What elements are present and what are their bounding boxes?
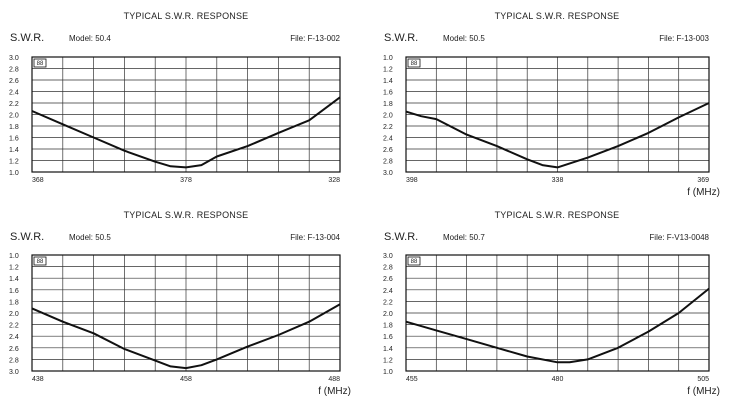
y-tick-label: 1.8	[9, 124, 19, 131]
plot-frame	[405, 254, 710, 372]
corner-tag: 88	[37, 61, 44, 67]
x-tick-label: 438	[32, 376, 44, 383]
y-tick-label: 2.0	[383, 113, 393, 120]
chart-title: TYPICAL S.W.R. RESPONSE	[495, 210, 620, 220]
y-tick-label: 2.4	[9, 90, 19, 97]
file-label: File: F-13-004	[290, 233, 340, 242]
corner-tag-box	[407, 256, 421, 266]
y-tick-label: 1.0	[383, 55, 393, 62]
y-tick-label: 1.2	[9, 159, 19, 166]
corner-tag: 88	[411, 61, 418, 67]
plot-frame	[31, 254, 341, 372]
y-tick-label: 2.4	[383, 136, 393, 143]
y-tick-label: 1.6	[383, 90, 393, 97]
file-label: File: F-V13-0048	[649, 233, 709, 242]
y-tick-label: 2.0	[383, 311, 393, 318]
model-label: Model: 50.5	[69, 233, 111, 242]
y-tick-label: 1.8	[383, 101, 393, 108]
y-tick-label: 3.0	[9, 55, 19, 62]
x-tick-label: 398	[406, 177, 418, 184]
y-tick-label: 2.2	[383, 299, 393, 306]
x-axis-label: f (MHz)	[687, 386, 720, 397]
swr-chart-panel-3: TYPICAL S.W.R. RESPONSE S.W.R. Model: 50.5…	[9, 210, 351, 397]
chart-title: TYPICAL S.W.R. RESPONSE	[495, 11, 620, 21]
y-tick-label: 2.6	[9, 346, 19, 353]
y-axis-label: S.W.R.	[384, 32, 418, 44]
corner-tag-box	[33, 256, 47, 266]
y-tick-label: 1.4	[9, 147, 19, 154]
y-tick-label: 3.0	[383, 170, 393, 177]
y-tick-label: 2.6	[383, 276, 393, 283]
y-tick-label: 2.2	[9, 101, 19, 108]
y-tick-label: 1.2	[383, 67, 393, 74]
y-tick-label: 2.6	[383, 147, 393, 154]
y-tick-label: 1.8	[383, 323, 393, 330]
y-tick-label: 1.8	[9, 299, 19, 306]
swr-curve	[405, 102, 710, 169]
x-tick-label: 328	[328, 177, 340, 184]
swr-curve	[405, 287, 710, 364]
x-tick-label: 338	[552, 177, 564, 184]
model-label: Model: 50.7	[443, 233, 485, 242]
y-tick-label: 2.8	[383, 265, 393, 272]
corner-tag-box	[33, 58, 47, 68]
corner-tag: 88	[411, 259, 418, 265]
corner-tag-box	[407, 58, 421, 68]
file-label: File: F-13-003	[659, 34, 709, 43]
y-axis-label: S.W.R.	[384, 231, 418, 243]
y-tick-label: 3.0	[9, 369, 19, 376]
y-tick-label: 1.4	[9, 276, 19, 283]
y-tick-label: 1.6	[383, 334, 393, 341]
file-label: File: F-13-002	[290, 34, 340, 43]
y-tick-label: 3.0	[383, 253, 393, 260]
y-tick-label: 2.8	[9, 67, 19, 74]
x-tick-label: 488	[328, 376, 340, 383]
chart-title: TYPICAL S.W.R. RESPONSE	[124, 11, 249, 21]
y-tick-label: 2.8	[383, 159, 393, 166]
y-tick-label: 2.0	[9, 311, 19, 318]
model-label: Model: 50.5	[443, 34, 485, 43]
y-tick-label: 2.6	[9, 78, 19, 85]
swr-chart-panel-2: TYPICAL S.W.R. RESPONSE S.W.R. Model: 50.5…	[383, 11, 720, 198]
x-tick-label: 505	[697, 376, 709, 383]
y-tick-label: 1.0	[383, 369, 393, 376]
y-tick-label: 2.0	[9, 113, 19, 120]
plot-frame	[405, 56, 710, 173]
y-tick-label: 1.6	[9, 136, 19, 143]
swr-curve	[31, 303, 341, 370]
chart-title: TYPICAL S.W.R. RESPONSE	[124, 210, 249, 220]
y-tick-label: 1.2	[9, 265, 19, 272]
y-tick-label: 1.0	[9, 253, 19, 260]
plot-frame	[31, 56, 341, 173]
swr-chart-panel-1: TYPICAL S.W.R. RESPONSE S.W.R. Model: 50.4…	[9, 11, 341, 184]
y-tick-label: 2.2	[383, 124, 393, 131]
y-tick-label: 2.2	[9, 323, 19, 330]
x-axis-label: f (MHz)	[318, 386, 351, 397]
y-tick-label: 2.4	[9, 334, 19, 341]
swr-curve	[31, 96, 341, 169]
y-tick-label: 2.8	[9, 357, 19, 364]
x-tick-label: 455	[406, 376, 418, 383]
swr-chart-panel-4: TYPICAL S.W.R. RESPONSE S.W.R. Model: 50.7…	[383, 210, 720, 397]
y-tick-label: 1.6	[9, 288, 19, 295]
y-axis-label: S.W.R.	[10, 231, 44, 243]
x-tick-label: 480	[552, 376, 564, 383]
y-tick-label: 1.4	[383, 346, 393, 353]
y-tick-label: 2.4	[383, 288, 393, 295]
y-tick-label: 1.0	[9, 170, 19, 177]
x-tick-label: 378	[180, 177, 192, 184]
x-tick-label: 458	[180, 376, 192, 383]
x-tick-label: 369	[697, 177, 709, 184]
x-axis-label: f (MHz)	[687, 187, 720, 198]
y-tick-label: 1.2	[383, 357, 393, 364]
y-tick-label: 1.4	[383, 78, 393, 85]
corner-tag: 88	[37, 259, 44, 265]
model-label: Model: 50.4	[69, 34, 111, 43]
y-axis-label: S.W.R.	[10, 32, 44, 44]
x-tick-label: 368	[32, 177, 44, 184]
